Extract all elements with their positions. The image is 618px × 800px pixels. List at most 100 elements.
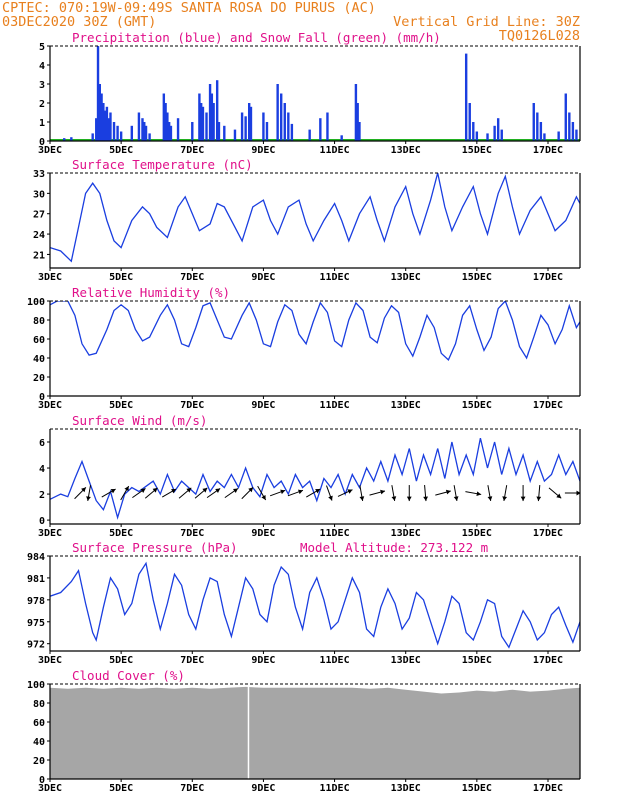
precip-bar: [283, 103, 286, 141]
precip-bar: [100, 93, 103, 141]
precip-bar: [319, 118, 322, 141]
precip-bar: [233, 129, 237, 141]
series-line-press: [50, 561, 580, 649]
panel-cloud: Cloud Cover (%) 0 20 40 60 80 100 3DEC 5DEC 7DEC 9…: [27, 668, 581, 794]
panel-press: Surface Pressure (hPa) Model Altitude: 27…: [27, 540, 581, 666]
precip-bar: [109, 112, 112, 141]
precip-bar: [557, 131, 560, 141]
y-tick-label: 33: [33, 169, 45, 180]
precip-bar: [326, 112, 329, 141]
x-tick-label: 3DEC: [38, 655, 62, 666]
precip-bar: [223, 125, 226, 141]
y-tick-label: 2: [39, 490, 45, 501]
precip-bar: [198, 93, 201, 141]
plot-area-press: [50, 561, 580, 649]
precip-bar: [205, 112, 208, 141]
x-tick-label: 3DEC: [38, 783, 62, 794]
precip-bar: [70, 137, 73, 141]
precip-bar: [532, 103, 535, 141]
x-tick-label: 13DEC: [391, 400, 421, 411]
y-tick-label: 40: [33, 354, 45, 365]
x-tick-label: 7DEC: [180, 400, 204, 411]
x-tick-label: 3DEC: [38, 145, 62, 156]
y-tick-label: 5: [39, 42, 45, 53]
wind-arrow: [132, 488, 146, 499]
precip-bar: [539, 122, 543, 141]
panel-title-press: Surface Pressure (hPa): [72, 540, 238, 555]
panel-temp: Surface Temperature (nC) 21 24 27 30 33 3DEC 5D…: [33, 157, 581, 283]
x-tick-label: 7DEC: [180, 655, 204, 666]
wind-arrow: [359, 485, 365, 502]
wind-arrow: [257, 485, 267, 501]
panel-precip: Precipitation (blue) and Snow Fall (gree…: [38, 30, 581, 156]
precip-bar: [119, 131, 123, 141]
wind-arrow: [161, 488, 177, 498]
precip-bar: [130, 125, 134, 141]
y-tick-label: 978: [27, 596, 45, 607]
precip-bar: [249, 106, 253, 141]
panel-title-precip: Precipitation (blue) and Snow Fall (gree…: [72, 30, 441, 45]
x-tick-label: 9DEC: [251, 783, 275, 794]
x-tick-label: 15DEC: [462, 528, 492, 539]
x-tick-label: 15DEC: [462, 783, 492, 794]
precip-bar: [240, 112, 244, 141]
y-tick-label: 984: [27, 552, 45, 563]
panel-subtitle-press: Model Altitude: 273.122 m: [300, 540, 488, 555]
x-tick-label: 17DEC: [533, 783, 563, 794]
precip-bar: [486, 133, 489, 141]
wind-arrow: [406, 485, 412, 502]
wind-arrow: [224, 488, 239, 499]
wind-arrow: [502, 485, 508, 502]
precip-bar: [98, 84, 101, 141]
y-tick-label: 6: [39, 438, 45, 449]
y-tick-label: 30: [33, 189, 45, 200]
wind-arrow: [74, 487, 87, 500]
x-tick-label: 3DEC: [38, 272, 62, 283]
precip-bar: [308, 129, 311, 141]
precip-bar: [340, 135, 343, 141]
y-tick-label: 972: [27, 640, 45, 651]
wind-arrow: [326, 485, 333, 501]
y-tick-label: 1: [39, 118, 45, 129]
y-tick-label: 20: [33, 756, 45, 767]
precip-bar: [208, 84, 212, 141]
wind-arrow: [337, 489, 353, 497]
precip-bar: [568, 112, 571, 141]
precip-bar: [144, 125, 148, 141]
x-tick-label: 15DEC: [462, 400, 492, 411]
x-tick-label: 15DEC: [462, 655, 492, 666]
wind-arrow: [423, 485, 428, 502]
wind-arrow: [178, 487, 192, 499]
x-tick-label: 9DEC: [251, 400, 275, 411]
precip-bar: [102, 103, 105, 141]
y-tick-label: 80: [33, 699, 45, 710]
precip-bar: [468, 103, 471, 141]
wind-arrow: [306, 488, 321, 498]
wind-arrow: [101, 488, 116, 498]
x-tick-label: 13DEC: [391, 783, 421, 794]
precip-bar: [107, 118, 110, 141]
precip-bar: [247, 103, 251, 141]
wind-arrow: [269, 489, 286, 497]
y-tick-label: 0: [39, 137, 45, 148]
header-model-id: TQ0126L028: [499, 28, 580, 44]
y-tick-label: 60: [33, 718, 45, 729]
panel-rh: Relative Humidity (%) 0 20 40 60 80 100 3DEC 5DE…: [27, 285, 581, 411]
precip-bar: [493, 125, 496, 141]
precip-bar: [262, 112, 265, 141]
x-tick-label: 11DEC: [320, 528, 350, 539]
y-tick-label: 27: [33, 210, 45, 221]
precip-bar: [280, 93, 283, 141]
header-location: CPTEC: 070:19W-09:49S SANTA ROSA DO PURU…: [2, 0, 376, 16]
precip-bar: [176, 118, 180, 141]
y-tick-label: 4: [39, 61, 45, 72]
x-tick-label: 7DEC: [180, 272, 204, 283]
wind-arrow: [194, 487, 208, 499]
y-tick-label: 24: [33, 230, 45, 241]
x-tick-label: 11DEC: [320, 655, 350, 666]
y-tick-label: 100: [27, 680, 45, 691]
y-tick-label: 40: [33, 737, 45, 748]
panel-title-temp: Surface Temperature (nC): [72, 157, 253, 172]
precip-bar: [116, 125, 119, 141]
x-tick-label: 11DEC: [320, 272, 350, 283]
